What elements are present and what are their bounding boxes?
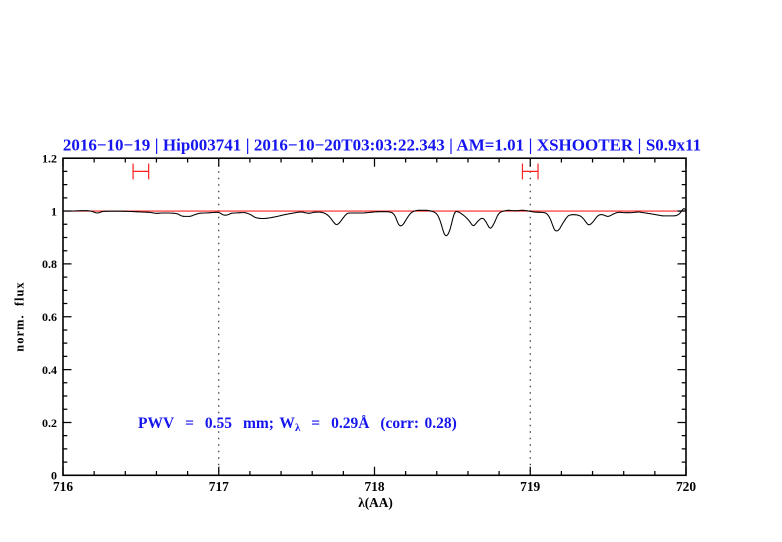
svg-text:2016−10−19 | Hip003741 | 2016−: 2016−10−19 | Hip003741 | 2016−10−20T03:0… bbox=[63, 135, 701, 154]
svg-text:718: 718 bbox=[364, 479, 384, 494]
svg-text:1: 1 bbox=[51, 204, 57, 218]
svg-text:720: 720 bbox=[676, 479, 696, 494]
svg-text:0.6: 0.6 bbox=[42, 310, 57, 324]
svg-text:719: 719 bbox=[520, 479, 540, 494]
svg-text:norm. flux: norm. flux bbox=[13, 281, 27, 351]
svg-text:0: 0 bbox=[51, 469, 57, 483]
svg-text:0.4: 0.4 bbox=[42, 363, 57, 377]
svg-text:PWV = 0.55 mm; Wλ = 0.29Å: PWV = 0.55 mm; Wλ = 0.29Å (corr: 0.28) bbox=[138, 415, 457, 434]
svg-text:717: 717 bbox=[209, 479, 229, 494]
svg-text:0.2: 0.2 bbox=[42, 416, 57, 430]
svg-text:0.8: 0.8 bbox=[42, 257, 57, 271]
svg-text:λ(AA): λ(AA) bbox=[358, 495, 393, 510]
svg-text:716: 716 bbox=[53, 479, 73, 494]
svg-text:1.2: 1.2 bbox=[42, 152, 57, 166]
